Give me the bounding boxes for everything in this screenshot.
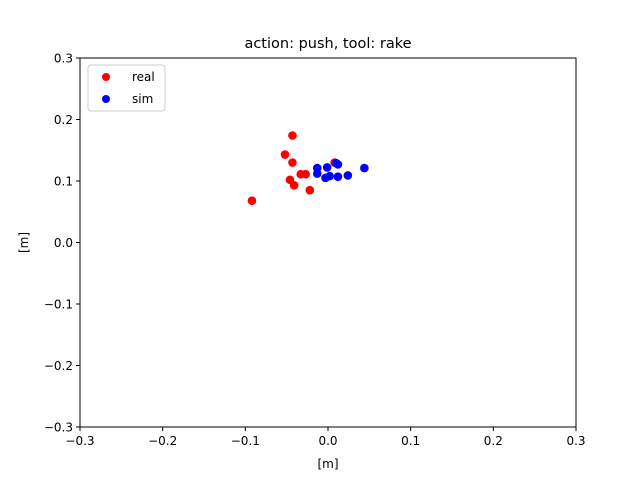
point-sim xyxy=(343,171,353,180)
point-sim xyxy=(325,171,334,181)
point-real xyxy=(288,158,297,167)
y-tick-label: 0.1 xyxy=(54,175,73,189)
point-sim xyxy=(312,169,322,178)
point-sim xyxy=(333,172,343,181)
x-axis-label: [m] xyxy=(317,457,338,471)
plot-area xyxy=(80,58,576,427)
y-tick-label: 0.3 xyxy=(54,52,73,66)
x-tick-label: −0.3 xyxy=(65,434,94,448)
x-tick-label: 0.2 xyxy=(484,434,503,448)
legend-label-sim: sim xyxy=(132,92,153,106)
point-sim xyxy=(360,163,369,173)
point-real xyxy=(289,181,299,190)
y-tick-label: 0.2 xyxy=(54,113,73,127)
x-tick-label: −0.1 xyxy=(231,434,260,448)
plot-frame xyxy=(79,57,577,428)
x-tick-label: −0.2 xyxy=(148,434,177,448)
point-sim xyxy=(331,158,341,168)
point-real xyxy=(301,169,310,179)
point-real xyxy=(280,150,290,159)
legend-label-real: real xyxy=(132,70,155,84)
axis-ticks: −0.3 −0.2 −0.1 0.0 0.1 0.2 0.3 −0.3 −0.2 −0.1 0.0 0… xyxy=(44,52,586,449)
x-tick-label: 0.1 xyxy=(401,434,420,448)
y-tick-label: −0.3 xyxy=(44,421,73,435)
point-real xyxy=(288,131,297,140)
legend-marker-sim xyxy=(102,95,110,103)
legend: real sim xyxy=(87,64,166,112)
y-axis-label: [m] xyxy=(17,232,31,253)
x-tick-label: 0.3 xyxy=(566,434,585,448)
point-sim xyxy=(322,163,332,172)
y-tick-label: −0.2 xyxy=(44,359,73,373)
data-points xyxy=(247,131,369,205)
legend-marker-real xyxy=(102,73,110,81)
point-real xyxy=(305,185,315,195)
y-tick-label: −0.1 xyxy=(44,298,73,312)
point-real xyxy=(247,196,257,205)
chart-title: action: push, tool: rake xyxy=(244,36,411,52)
y-tick-label: 0.0 xyxy=(54,236,73,250)
x-tick-label: 0.0 xyxy=(318,434,337,448)
